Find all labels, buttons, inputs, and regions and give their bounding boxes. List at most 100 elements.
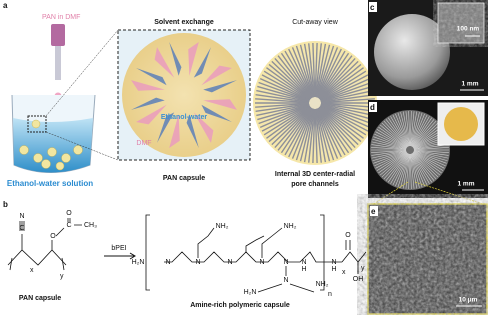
pore-line bbox=[319, 105, 369, 132]
channel-line bbox=[378, 152, 407, 174]
scale-label: 1 mm bbox=[462, 81, 479, 88]
atom: H₂N bbox=[244, 289, 257, 296]
atom: N bbox=[283, 277, 288, 284]
channel-line bbox=[410, 153, 423, 188]
pore-line bbox=[291, 47, 314, 98]
outward-arrow bbox=[136, 104, 167, 125]
channel-line bbox=[405, 111, 410, 147]
channel-line bbox=[379, 124, 408, 148]
pore-line bbox=[318, 106, 356, 149]
channel-line bbox=[378, 126, 407, 148]
sem-texture bbox=[438, 3, 484, 43]
needle bbox=[55, 46, 61, 80]
atom: NH₂ bbox=[216, 223, 229, 230]
panel-label: b bbox=[3, 200, 8, 209]
channel-line bbox=[400, 112, 410, 147]
inward-arrow bbox=[157, 112, 175, 143]
zoom-lines bbox=[45, 29, 119, 161]
pore-line bbox=[288, 48, 313, 98]
pore-line bbox=[259, 104, 310, 129]
pore-line bbox=[303, 108, 315, 163]
panel-label: a bbox=[3, 1, 8, 10]
pore-line bbox=[320, 77, 371, 102]
channel-line bbox=[408, 153, 411, 189]
atom: N bbox=[301, 259, 306, 266]
pore-line bbox=[263, 105, 311, 136]
inward-arrow bbox=[169, 42, 182, 76]
pore-line bbox=[257, 103, 310, 121]
inward-arrow bbox=[201, 104, 232, 122]
channel-line bbox=[412, 152, 437, 180]
atom: NH₂ bbox=[316, 281, 329, 288]
channel-line bbox=[413, 150, 448, 162]
outward-arrow bbox=[188, 42, 199, 76]
label-box bbox=[369, 102, 377, 112]
channel-line bbox=[411, 153, 430, 184]
channel-line bbox=[410, 153, 415, 189]
panel-label: c bbox=[370, 3, 375, 12]
atom: N bbox=[331, 259, 336, 266]
sem-texture bbox=[369, 205, 486, 313]
pore-line bbox=[295, 45, 314, 98]
channel-line bbox=[410, 112, 423, 147]
pore-line bbox=[319, 63, 362, 100]
channel-line bbox=[410, 111, 415, 147]
pore-line bbox=[319, 105, 364, 139]
channel-line bbox=[410, 112, 420, 147]
atom: N bbox=[195, 259, 200, 266]
exchange-arrows bbox=[131, 42, 237, 148]
solution bbox=[13, 118, 93, 173]
channel-line bbox=[374, 151, 407, 167]
channel-line bbox=[409, 153, 412, 189]
pore-line bbox=[320, 93, 375, 103]
sem-sphere bbox=[374, 14, 450, 90]
channel-line bbox=[410, 111, 418, 147]
zoom-title: Solvent exchange bbox=[154, 19, 214, 26]
atom: x bbox=[30, 267, 34, 274]
outward-arrow bbox=[193, 112, 214, 143]
channel-line bbox=[381, 152, 408, 178]
cutaway-title: Cut-away view bbox=[292, 19, 338, 26]
pore-line bbox=[295, 108, 314, 161]
capsule-cross-section bbox=[122, 33, 246, 157]
pore-line bbox=[314, 43, 322, 98]
label-box bbox=[370, 206, 378, 216]
atom: N bbox=[283, 259, 288, 266]
channel-line bbox=[411, 153, 433, 183]
pore-line bbox=[315, 108, 331, 162]
pore-line bbox=[317, 107, 350, 154]
pore-line bbox=[263, 70, 311, 101]
pore-line bbox=[317, 48, 342, 98]
channel-line bbox=[373, 136, 407, 149]
atom: y bbox=[60, 273, 64, 280]
pore-line bbox=[315, 44, 331, 98]
channel-line bbox=[397, 112, 410, 147]
pore-line bbox=[318, 55, 353, 99]
atom: C bbox=[19, 225, 24, 232]
pore-line bbox=[266, 105, 311, 139]
channel-line bbox=[412, 152, 441, 176]
pore-line bbox=[255, 98, 310, 104]
pore-line bbox=[259, 77, 310, 102]
outer-label: DMF bbox=[136, 140, 151, 147]
channel-line bbox=[412, 122, 439, 148]
channel-line bbox=[413, 146, 449, 151]
pore-line bbox=[315, 43, 327, 98]
pore-line bbox=[308, 43, 316, 98]
atom: x bbox=[342, 269, 346, 276]
atom: NH₂ bbox=[284, 223, 297, 230]
channel-line bbox=[413, 151, 447, 164]
amine-structure: H₂N N NH₂ N N N NH₂ N N H N H₂N NH₂ n N … bbox=[132, 214, 367, 298]
channel-line bbox=[409, 111, 412, 147]
pore-line bbox=[312, 43, 316, 98]
channel-line bbox=[413, 150, 449, 159]
pore-line bbox=[277, 107, 312, 151]
pore-line bbox=[256, 89, 310, 103]
channel-line bbox=[383, 120, 408, 148]
atom: y bbox=[361, 265, 365, 272]
photo-capsule bbox=[444, 107, 478, 141]
pore-line bbox=[274, 106, 312, 149]
outward-arrow bbox=[131, 80, 165, 91]
scale-label: 1 mm bbox=[458, 181, 475, 188]
pore-line bbox=[320, 102, 375, 108]
